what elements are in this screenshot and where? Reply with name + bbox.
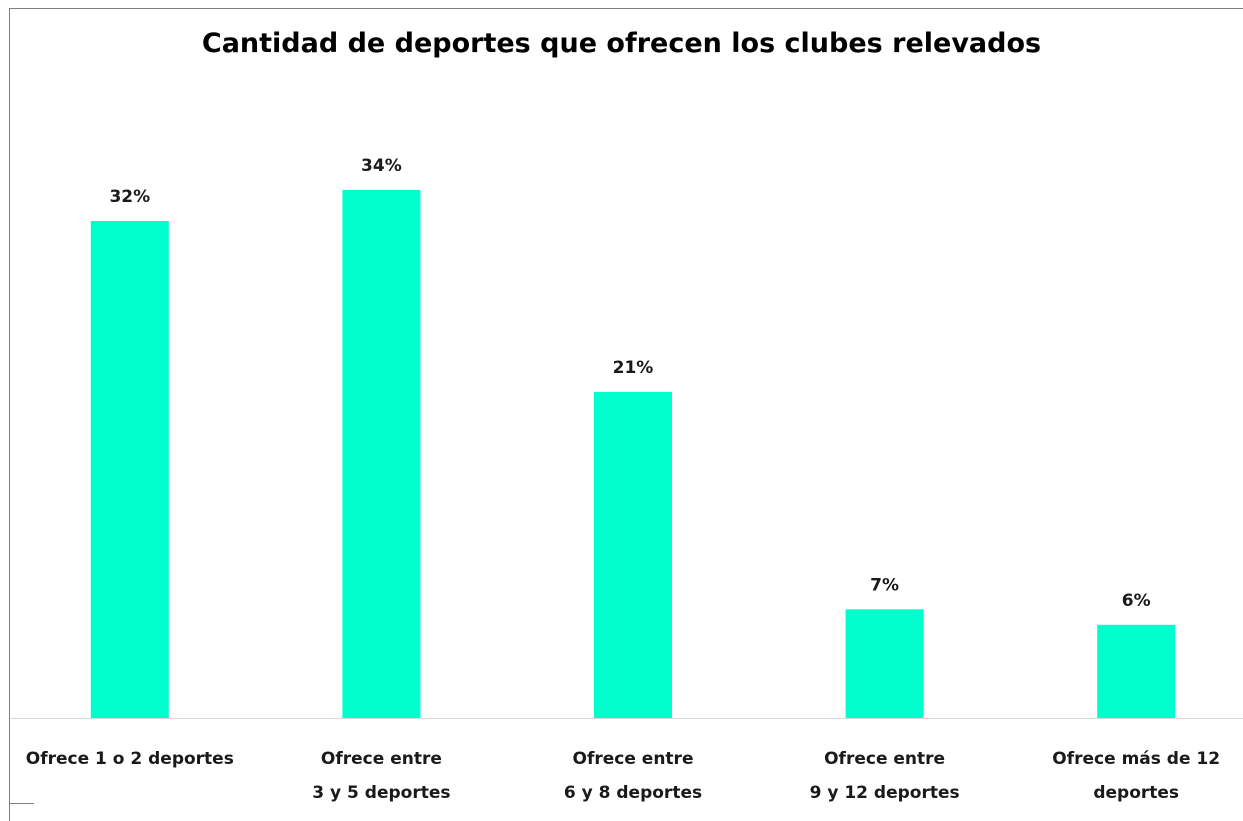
category-label-2-line-0: Ofrece entre [573,749,694,769]
frame-bottom-edge [9,803,34,804]
bar-1 [342,189,421,719]
data-label-1: 34% [361,156,402,176]
category-label-1-line-1: 3 y 5 deportes [312,783,450,803]
data-label-0: 32% [109,187,150,207]
category-label-3-line-1: 9 y 12 deportes [810,783,960,803]
category-label-4-line-0: Ofrece más de 12 [1052,749,1220,769]
category-label-3-line-0: Ofrece entre [824,749,945,769]
bar-3 [845,609,924,718]
chart-title: Cantidad de deportes que ofrecen los clu… [201,28,1042,59]
category-label-1-line-0: Ofrece entre [321,749,442,769]
bar-4 [1097,624,1176,718]
category-label-2-line-1: 6 y 8 deportes [564,783,702,803]
category-label-0-line-0: Ofrece 1 o 2 deportes [26,749,234,769]
bar-2 [594,391,672,718]
data-label-2: 21% [613,358,654,378]
data-label-4: 6% [1122,591,1151,611]
category-label-4-line-1: deportes [1093,783,1179,803]
data-label-3: 7% [870,575,899,595]
bar-0 [90,221,169,719]
